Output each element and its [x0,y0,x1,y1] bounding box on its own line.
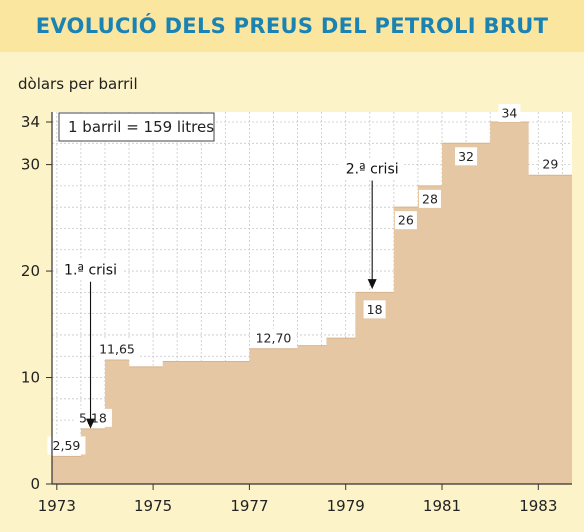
x-tick-label: 1973 [38,497,76,515]
value-label-box [73,408,112,427]
x-tick-label: 1977 [230,497,268,515]
note-box [58,112,215,142]
annotation-label-1: 1.ª crisi [64,263,117,279]
y-tick-label: 10 [21,369,40,387]
annotation-label-2: 2.ª crisi [346,162,399,178]
title-bar: EVOLUCIÓ DELS PREUS DEL PETROLI BRUT [0,0,584,52]
value-label: 12,70 [256,330,292,345]
value-label-box [455,147,478,166]
value-label-box [539,155,562,174]
x-tick-label: 1975 [134,497,172,515]
chart-title: EVOLUCIÓ DELS PREUS DEL PETROLI BRUT [35,14,549,38]
value-label-box [94,339,140,358]
annotation-arrow-head [367,279,377,290]
value-label: 28 [422,191,438,206]
x-tick-label: 1983 [519,497,557,515]
y-tick-label: 0 [30,475,40,493]
note-text: 1 barril = 159 litres [68,118,214,136]
value-label: 29 [542,157,558,172]
annotation-arrow-head [86,418,96,429]
value-label: 2,59 [53,438,81,453]
y-tick-label: 30 [21,156,40,174]
annotation-label-box [58,259,123,280]
value-label: 34 [501,106,517,121]
x-tick-label: 1981 [423,497,461,515]
value-label: 26 [398,213,414,228]
value-label-box [47,436,86,455]
value-label-box [418,189,441,208]
value-label-box [363,300,386,319]
value-label-box [250,328,297,347]
value-label-box [394,211,417,230]
value-label: 11,65 [99,341,135,356]
value-label: 18 [367,302,383,317]
y-axis-label: dòlars per barril [18,75,138,93]
annotation-label-box [340,158,405,179]
x-tick-label: 1979 [327,497,365,515]
y-tick-label: 34 [21,113,40,131]
value-label: 32 [458,149,474,164]
price-step-area [52,122,572,484]
value-label: 5,18 [79,410,107,425]
y-tick-label: 20 [21,262,40,280]
value-label-box [498,104,521,122]
